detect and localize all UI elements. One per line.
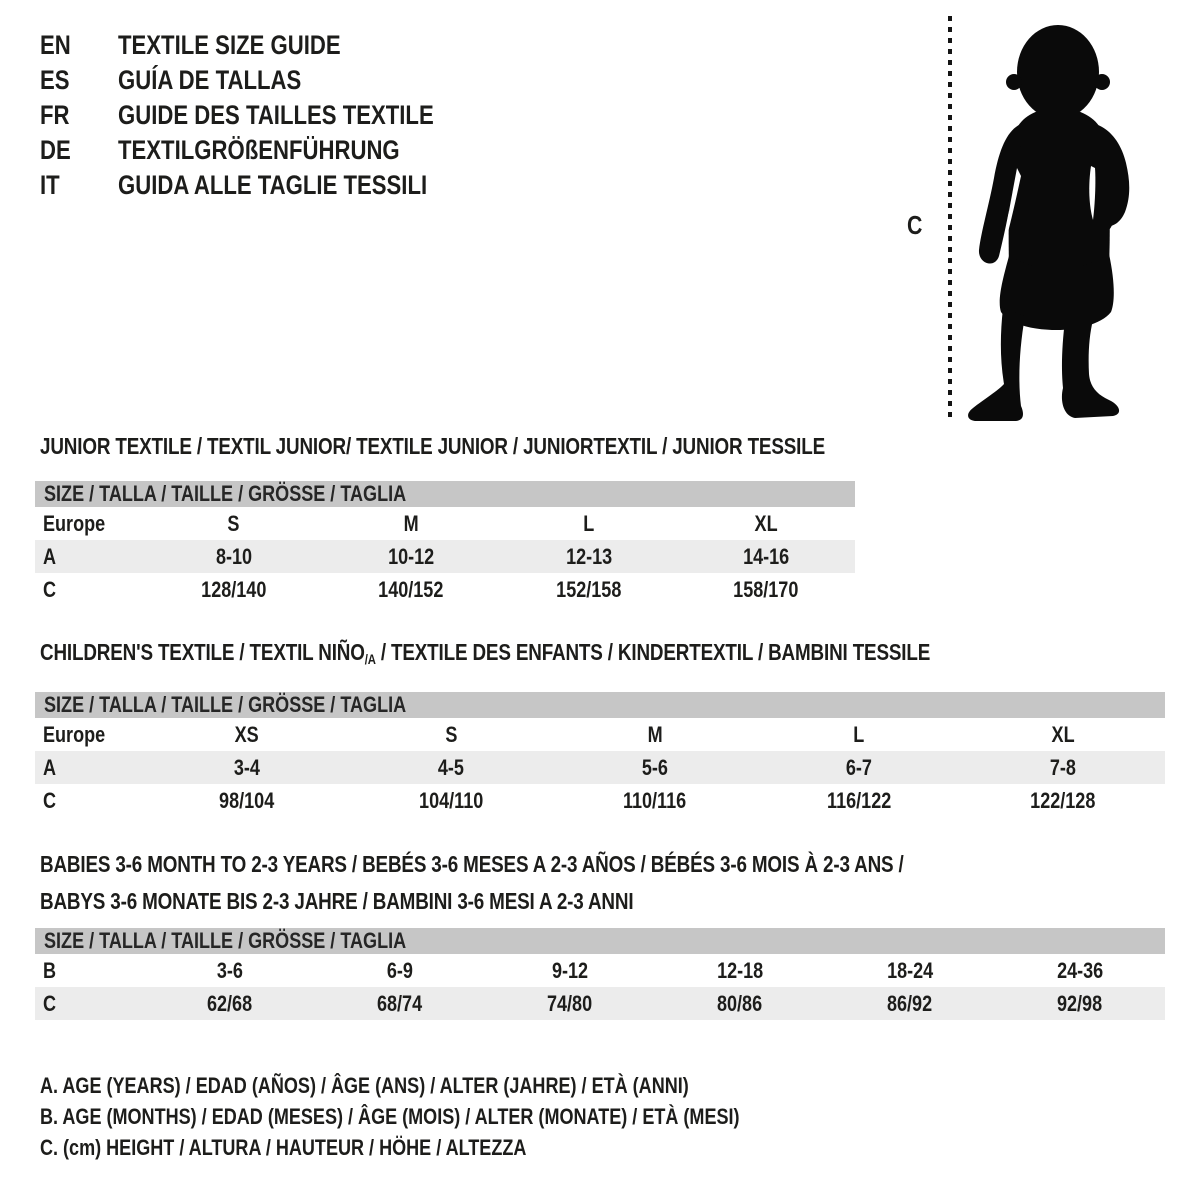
cell-value: 3-6 [216,957,244,983]
cell-value: XL [1051,721,1075,747]
cell-value: 122/128 [1030,787,1096,813]
row-label: C [43,787,57,813]
cell-value: 7-8 [1049,754,1077,780]
cell-value: 18-24 [886,957,934,983]
cell-value: 4-5 [437,754,465,780]
language-code: FR [40,100,70,130]
cell-value: XL [754,510,778,536]
cell-value: S [444,721,458,747]
table-row: A 3-4 4-5 5-6 6-7 7-8 [35,751,1165,784]
junior-size-table: SIZE / TALLA / TAILLE / GRÖSSE / TAGLIA … [35,481,855,606]
cell-value: 14-16 [743,543,790,569]
language-row-it: IT GUIDA ALLE TAGLIE TESSILI [40,168,503,203]
row-label: C [43,990,57,1016]
cell-value: 80/86 [717,990,763,1016]
cell-value: 8-10 [215,543,252,569]
cell-value: M [403,510,419,536]
language-code: ES [40,65,70,95]
babies-title-line2: BABYS 3-6 MONATE BIS 2-3 JAHRE / BAMBINI… [40,888,634,914]
cell-value: 3-4 [233,754,261,780]
row-label: C [43,576,57,602]
cell-value: 9-12 [551,957,589,983]
row-label: Europe [43,721,106,747]
language-code: IT [40,170,60,200]
language-title: GUÍA DE TALLAS [118,65,302,95]
legend-line-b: B. AGE (MONTHS) / EDAD (MESES) / ÂGE (MO… [40,1103,740,1129]
size-header-bar: SIZE / TALLA / TAILLE / GRÖSSE / TAGLIA [35,692,1165,718]
language-row-de: DE TEXTILGRÖßENFÜHRUNG [40,133,503,168]
cell-value: 24-36 [1056,957,1104,983]
cell-value: 5-6 [641,754,669,780]
language-code: DE [40,135,71,165]
height-measure-label: C [907,210,923,240]
children-size-table: SIZE / TALLA / TAILLE / GRÖSSE / TAGLIA … [35,692,1165,817]
size-header-bar: SIZE / TALLA / TAILLE / GRÖSSE / TAGLIA [35,928,1165,954]
size-header-bar: SIZE / TALLA / TAILLE / GRÖSSE / TAGLIA [35,481,855,507]
language-row-fr: FR GUIDE DES TAILLES TEXTILE [40,98,503,133]
babies-size-table: SIZE / TALLA / TAILLE / GRÖSSE / TAGLIA … [35,928,1165,1020]
cell-value: XS [234,721,260,747]
cell-value: M [647,721,663,747]
cell-value: L [583,510,595,536]
language-title: TEXTILE SIZE GUIDE [118,30,341,60]
language-code: EN [40,30,71,60]
row-label: B [43,957,57,983]
table-row: C 128/140 140/152 152/158 158/170 [35,573,855,606]
cell-value: 152/158 [556,576,622,602]
height-measure-line [948,16,952,420]
cell-value: 158/170 [733,576,799,602]
cell-value: 92/98 [1057,990,1103,1016]
cell-value: 62/68 [207,990,253,1016]
toddler-figure: C [905,14,1200,428]
table-row: Europe XS S M L XL [35,718,1165,751]
table-row: A 8-10 10-12 12-13 14-16 [35,540,855,573]
cell-value: 68/74 [377,990,423,1016]
junior-section-title: JUNIOR TEXTILE / TEXTIL JUNIOR/ TEXTILE … [40,433,826,459]
cell-value: 110/116 [623,787,687,813]
cell-value: 6-9 [386,957,414,983]
language-header: EN TEXTILE SIZE GUIDE ES GUÍA DE TALLAS … [40,28,503,203]
children-section-title: CHILDREN'S TEXTILE / TEXTIL NIÑO/A / TEX… [40,639,931,668]
legend: A. AGE (YEARS) / EDAD (AÑOS) / ÂGE (ANS)… [40,1070,893,1163]
babies-section-title: BABIES 3-6 MONTH TO 2-3 YEARS / BEBÉS 3-… [40,846,1093,920]
table-row: C 62/68 68/74 74/80 80/86 86/92 92/98 [35,987,1165,1020]
cell-value: 12-18 [716,957,764,983]
language-title: GUIDA ALLE TAGLIE TESSILI [118,170,428,200]
cell-value: 10-12 [388,543,435,569]
row-label: A [43,754,57,780]
cell-value: 116/122 [826,787,892,813]
language-title: GUIDE DES TAILLES TEXTILE [118,100,434,130]
row-label: A [43,543,57,569]
table-row: B 3-6 6-9 9-12 12-18 18-24 24-36 [35,954,1165,987]
cell-value: 6-7 [845,754,873,780]
babies-title-line1: BABIES 3-6 MONTH TO 2-3 YEARS / BEBÉS 3-… [40,851,904,877]
cell-value: 86/92 [887,990,933,1016]
cell-value: 74/80 [547,990,593,1016]
cell-value: 12-13 [565,543,612,569]
nino-a-subscript: /A [364,652,376,668]
cell-value: 140/152 [378,576,444,602]
legend-line-a: A. AGE (YEARS) / EDAD (AÑOS) / ÂGE (ANS)… [40,1072,689,1098]
language-row-en: EN TEXTILE SIZE GUIDE [40,28,503,63]
table-row: C 98/104 104/110 110/116 116/122 122/128 [35,784,1165,817]
cell-value: 104/110 [418,787,484,813]
cell-value: 98/104 [219,787,275,813]
language-row-es: ES GUÍA DE TALLAS [40,63,503,98]
toddler-silhouette-icon [968,25,1130,421]
legend-line-c: C. (cm) HEIGHT / ALTURA / HAUTEUR / HÖHE… [40,1134,527,1160]
language-title: TEXTILGRÖßENFÜHRUNG [118,135,400,165]
cell-value: L [853,721,865,747]
row-label: Europe [43,510,106,536]
table-row: Europe S M L XL [35,507,855,540]
cell-value: 128/140 [201,576,267,602]
cell-value: S [227,510,240,536]
